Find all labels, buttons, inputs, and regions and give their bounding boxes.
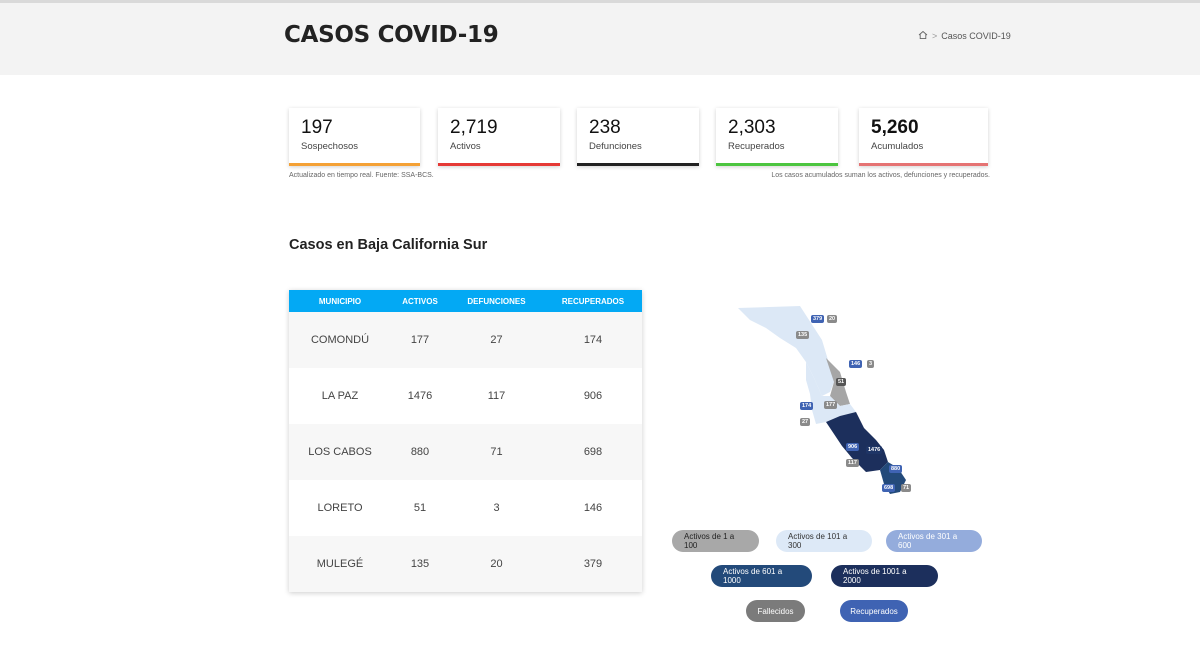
breadcrumb-current: Casos COVID-19: [941, 31, 1011, 41]
table-row: COMONDÚ 177 27 174: [289, 312, 642, 368]
map-label-mulege-fallecidos: 20: [827, 315, 838, 323]
cell-recuperados: 146: [583, 502, 603, 514]
map-label-loreto-activos: 51: [836, 378, 847, 386]
bcs-map: 379 20 135 146 3 51 174 177 27 906 1476 …: [730, 300, 920, 500]
map-label-los-cabos-recuperados: 698: [882, 484, 896, 492]
map-label-los-cabos-activos: 880: [889, 465, 903, 473]
stat-card-sospechosos: 197 Sospechosos: [289, 108, 420, 166]
stat-label: Sospechosos: [301, 141, 359, 152]
table-row: LORETO 51 3 146: [289, 480, 642, 536]
cell-municipio: LORETO: [317, 502, 363, 514]
cell-defunciones: 20: [490, 558, 503, 570]
page-header: CASOS COVID-19 > Casos COVID-19: [0, 3, 1200, 75]
stat-value: 2,719: [450, 117, 498, 138]
stat-color-bar: [577, 163, 699, 166]
map-label-comondu-fallecidos: 27: [800, 418, 811, 426]
stat-label: Activos: [450, 141, 481, 152]
stats-row: 197 Sospechosos 2,719 Activos 238 Defunc…: [0, 108, 1200, 168]
map-label-comondu-recuperados: 174: [800, 402, 814, 410]
cell-defunciones: 71: [490, 446, 503, 458]
stat-label: Acumulados: [871, 141, 924, 152]
map-label-loreto-recuperados: 146: [849, 360, 863, 368]
cell-activos: 880: [410, 446, 430, 458]
top-border: [0, 0, 1200, 3]
cell-defunciones: 3: [493, 502, 500, 514]
region-comondu[interactable]: [806, 362, 856, 424]
stat-card-recuperados: 2,303 Recuperados: [716, 108, 838, 166]
legend-activos-101-300[interactable]: Activos de 101 a 300: [776, 530, 872, 552]
table-row: LOS CABOS 880 71 698: [289, 424, 642, 480]
cell-activos: 177: [410, 334, 430, 346]
stat-card-activos: 2,719 Activos: [438, 108, 560, 166]
stat-value: 238: [589, 117, 621, 138]
stat-color-bar: [859, 163, 988, 166]
cell-activos: 1476: [407, 390, 433, 402]
map-label-mulege-activos: 135: [796, 331, 810, 339]
stat-value: 197: [301, 117, 333, 138]
region-la-paz[interactable]: [826, 412, 888, 472]
col-header-municipio: MUNICIPIO: [318, 296, 362, 306]
stat-color-bar: [289, 163, 420, 166]
stat-color-bar: [716, 163, 838, 166]
breadcrumb: > Casos COVID-19: [918, 30, 1011, 42]
map-label-los-cabos-fallecidos: 71: [901, 484, 912, 492]
legend-activos-1-100[interactable]: Activos de 1 a 100: [672, 530, 759, 552]
col-header-recuperados: RECUPERADOS: [561, 296, 625, 306]
cell-municipio: LOS CABOS: [308, 446, 372, 458]
cell-recuperados: 379: [583, 558, 603, 570]
cases-table: MUNICIPIO ACTIVOS DEFUNCIONES RECUPERADO…: [289, 290, 642, 592]
section-title: Casos en Baja California Sur: [289, 237, 488, 253]
map-label-la-paz-activos: 1476: [866, 446, 883, 454]
cell-defunciones: 27: [490, 334, 503, 346]
map-label-mulege-recuperados: 379: [811, 315, 825, 323]
map-label-loreto-fallecidos: 3: [867, 360, 875, 368]
stat-label: Recuperados: [728, 141, 785, 152]
col-header-defunciones: DEFUNCIONES: [467, 296, 526, 306]
stat-card-acumulados: 5,260 Acumulados: [859, 108, 988, 166]
legend-activos-301-600[interactable]: Activos de 301 a 600: [886, 530, 982, 552]
legend-fallecidos[interactable]: Fallecidos: [746, 600, 805, 622]
region-mulege[interactable]: [738, 306, 834, 396]
table-row: MULEGÉ 135 20 379: [289, 536, 642, 592]
update-note: Actualizado en tiempo real. Fuente: SSA-…: [289, 172, 434, 179]
cell-defunciones: 117: [487, 390, 506, 402]
table-header: MUNICIPIO ACTIVOS DEFUNCIONES RECUPERADO…: [289, 290, 642, 312]
stat-label: Defunciones: [589, 141, 642, 152]
stat-color-bar: [438, 163, 560, 166]
cell-municipio: COMONDÚ: [310, 334, 370, 346]
home-icon[interactable]: [918, 30, 928, 42]
accumulated-note: Los casos acumulados suman los activos, …: [771, 172, 990, 179]
cell-recuperados: 174: [583, 334, 603, 346]
cell-activos: 135: [410, 558, 430, 570]
table-body: COMONDÚ 177 27 174 LA PAZ 1476 117 906 L…: [289, 312, 642, 592]
col-header-activos: ACTIVOS: [402, 296, 438, 306]
legend-activos-1001-2000[interactable]: Activos de 1001 a 2000: [831, 565, 938, 587]
page-title: CASOS COVID-19: [284, 22, 499, 48]
breadcrumb-separator: >: [932, 31, 938, 41]
stat-value: 5,260: [871, 117, 919, 138]
map-label-comondu-activos: 177: [824, 401, 838, 409]
cell-municipio: MULEGÉ: [316, 558, 364, 570]
legend-activos-601-1000[interactable]: Activos de 601 a 1000: [711, 565, 812, 587]
legend-recuperados[interactable]: Recuperados: [840, 600, 908, 622]
cell-recuperados: 698: [583, 446, 603, 458]
map-label-la-paz-recuperados: 906: [846, 443, 860, 451]
table-row: LA PAZ 1476 117 906: [289, 368, 642, 424]
stat-card-defunciones: 238 Defunciones: [577, 108, 699, 166]
map-label-la-paz-fallecidos: 117: [846, 459, 859, 467]
cell-recuperados: 906: [583, 390, 603, 402]
cell-municipio: LA PAZ: [321, 390, 359, 402]
cell-activos: 51: [413, 502, 427, 514]
stat-value: 2,303: [728, 117, 776, 138]
